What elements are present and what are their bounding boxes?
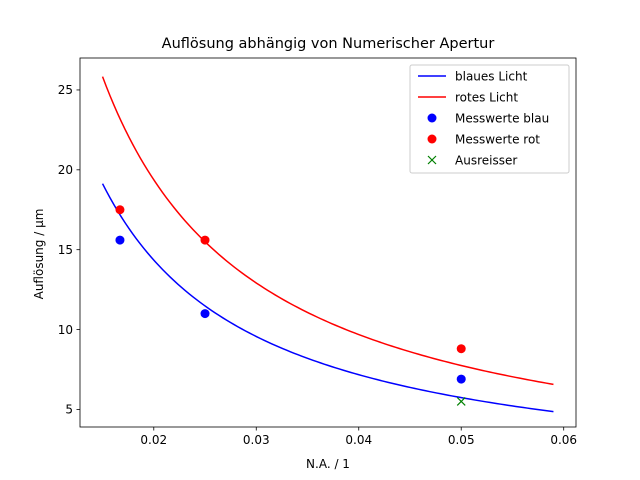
legend-label: Ausreisser bbox=[455, 153, 517, 167]
data-point-red bbox=[200, 235, 210, 245]
y-axis-label: Auflösung / µm bbox=[32, 209, 46, 300]
legend-x-handle bbox=[427, 155, 437, 165]
x-axis-label: N.A. / 1 bbox=[306, 457, 350, 471]
x-tick-label: 0.02 bbox=[140, 433, 167, 447]
legend-marker-handle bbox=[427, 113, 437, 123]
legend: blaues Licht rotes Licht Messwerte blau Mes… bbox=[409, 64, 570, 174]
y-tick-label: 10 bbox=[58, 323, 73, 337]
legend-label: Messwerte rot bbox=[455, 132, 540, 146]
x-tick-label: 0.05 bbox=[448, 433, 475, 447]
data-point-blue bbox=[200, 309, 210, 319]
legend-label: blaues Licht bbox=[455, 69, 528, 83]
legend-marker-handle bbox=[427, 134, 437, 144]
data-point-blue bbox=[115, 235, 125, 245]
data-point-red bbox=[456, 344, 466, 354]
y-tick-label: 5 bbox=[65, 403, 73, 417]
series-line-red bbox=[101, 76, 554, 386]
data-point-red bbox=[115, 205, 125, 215]
x-tick-label: 0.04 bbox=[345, 433, 372, 447]
y-tick-label: 15 bbox=[58, 243, 73, 257]
x-tick-label: 0.06 bbox=[550, 433, 577, 447]
chart-title: Auflösung abhängig von Numerischer Apert… bbox=[162, 36, 495, 52]
y-tick-label: 25 bbox=[58, 83, 73, 97]
x-tick-label: 0.03 bbox=[243, 433, 270, 447]
outlier-marker-stroke bbox=[456, 397, 466, 406]
series-line-blue bbox=[101, 183, 554, 413]
legend-box bbox=[409, 64, 570, 174]
legend-label: rotes Licht bbox=[455, 90, 518, 104]
y-tick-label: 20 bbox=[58, 163, 73, 177]
axes-frame bbox=[79, 57, 577, 428]
plot-area: 0.02 0.03 0.04 0.05 0.06 5 10 15 20 25 bbox=[58, 57, 577, 447]
outlier-marker bbox=[456, 397, 466, 406]
data-point-blue bbox=[456, 374, 466, 384]
legend-label: Messwerte blau bbox=[455, 111, 549, 125]
